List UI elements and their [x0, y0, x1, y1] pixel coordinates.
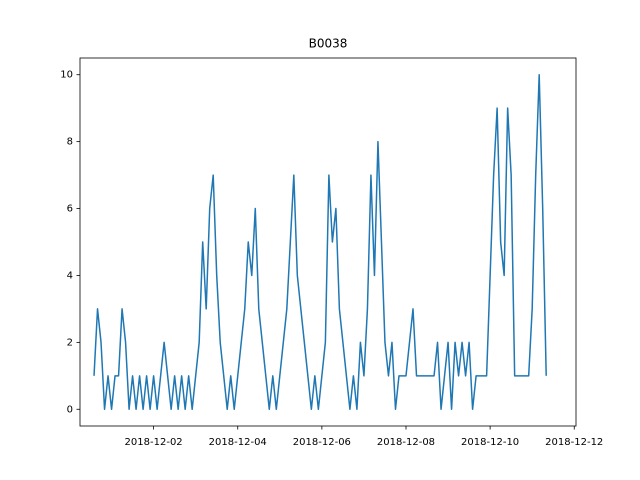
chart-title: B0038 — [309, 37, 348, 51]
x-tick-label: 2018-12-12 — [545, 437, 603, 448]
x-tick-label: 2018-12-10 — [461, 437, 519, 448]
y-tick-label: 10 — [60, 70, 73, 81]
x-tick-label: 2018-12-06 — [293, 437, 351, 448]
y-tick-label: 0 — [67, 404, 73, 415]
y-tick-label: 8 — [67, 137, 73, 148]
axes-frame — [79, 57, 577, 427]
x-tick-label: 2018-12-08 — [377, 437, 435, 448]
y-tick-label: 4 — [67, 270, 73, 281]
y-tick-label: 2 — [67, 337, 73, 348]
y-tick-label: 6 — [67, 204, 73, 215]
x-tick-label: 2018-12-02 — [125, 437, 183, 448]
x-tick-label: 2018-12-04 — [209, 437, 267, 448]
data-line — [93, 73, 547, 411]
